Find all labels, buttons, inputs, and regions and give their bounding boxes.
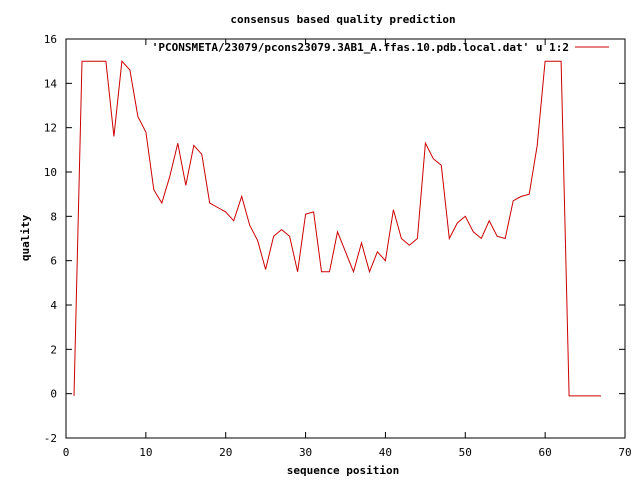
y-tick-label: -2 — [44, 432, 57, 445]
x-tick-label: 10 — [139, 446, 152, 459]
y-tick-label: 6 — [50, 255, 57, 268]
legend-label: 'PCONSMETA/23079/pcons23079.3AB1_A.ffas.… — [152, 41, 569, 54]
x-tick-label: 0 — [63, 446, 70, 459]
y-tick-label: 0 — [50, 388, 57, 401]
y-tick-label: 8 — [50, 210, 57, 223]
y-tick-label: 4 — [50, 299, 57, 312]
y-tick-label: 14 — [44, 77, 58, 90]
y-tick-label: 16 — [44, 33, 57, 46]
y-axis-label: quality — [19, 214, 32, 261]
x-tick-label: 30 — [299, 446, 312, 459]
series-layer — [73, 60, 601, 397]
plot-frame — [65, 38, 626, 439]
x-tick-label: 60 — [539, 446, 552, 459]
x-tick-label: 70 — [618, 446, 631, 459]
y-tick-label: 10 — [44, 166, 57, 179]
x-tick-label: 50 — [459, 446, 472, 459]
x-axis: 0 10 20 30 40 50 60 70 — [63, 39, 632, 459]
x-tick-label: 40 — [379, 446, 392, 459]
x-axis-label: sequence position — [287, 464, 400, 477]
y-axis: -2 0 2 4 6 8 10 12 14 16 — [44, 33, 625, 445]
chart-title: consensus based quality prediction — [230, 13, 455, 26]
y-tick-label: 2 — [50, 343, 57, 356]
legend: 'PCONSMETA/23079/pcons23079.3AB1_A.ffas.… — [152, 41, 609, 54]
y-tick-label: 12 — [44, 122, 57, 135]
series-line — [73, 60, 601, 397]
x-tick-label: 20 — [219, 446, 232, 459]
